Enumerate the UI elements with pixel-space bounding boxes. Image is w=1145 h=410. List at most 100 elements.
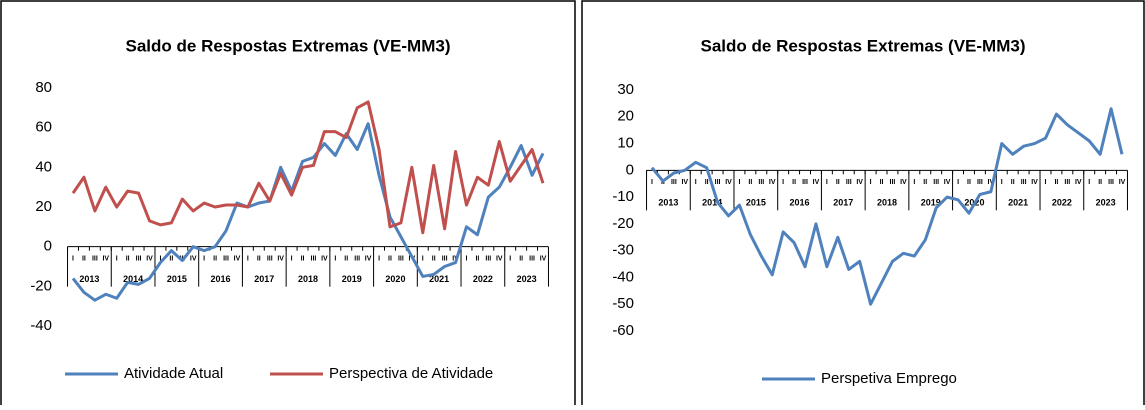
x-tick-label: III bbox=[802, 179, 808, 186]
x-tick-label: I bbox=[247, 256, 249, 263]
y-tick-label: -20 bbox=[30, 277, 52, 294]
x-tick-label: IV bbox=[234, 256, 241, 263]
y-tick-label: 30 bbox=[617, 81, 634, 98]
panel-border bbox=[0, 0, 576, 405]
x-tick-label: III bbox=[398, 256, 404, 263]
x-tick-label: IV bbox=[988, 179, 995, 186]
group-label: 2019 bbox=[921, 198, 941, 208]
x-tick-label: III bbox=[1021, 179, 1027, 186]
x-tick-label: IV bbox=[102, 256, 109, 263]
legend-label: Atividade Atual bbox=[124, 365, 223, 382]
x-tick-label: II bbox=[792, 179, 796, 186]
x-tick-label: III bbox=[1064, 179, 1070, 186]
x-tick-label: II bbox=[82, 256, 86, 263]
x-tick-label: IV bbox=[813, 179, 820, 186]
x-tick-label: I bbox=[203, 256, 205, 263]
x-tick-label: IV bbox=[540, 256, 547, 263]
x-tick-label: III bbox=[223, 256, 229, 263]
y-tick-label: 80 bbox=[35, 79, 52, 96]
group-label: 2013 bbox=[79, 274, 99, 284]
x-tick-label: I bbox=[116, 256, 118, 263]
group-label: 2018 bbox=[877, 198, 897, 208]
x-tick-label: IV bbox=[725, 179, 732, 186]
x-tick-label: I bbox=[826, 179, 828, 186]
x-tick-label: IV bbox=[496, 256, 503, 263]
x-tick-label: III bbox=[136, 256, 142, 263]
data-line bbox=[71, 100, 545, 235]
group-label: 2016 bbox=[211, 274, 231, 284]
x-tick-label: I bbox=[957, 179, 959, 186]
y-tick-label: -50 bbox=[612, 295, 634, 312]
group-label: 2016 bbox=[790, 198, 810, 208]
y-tick-label: 60 bbox=[35, 119, 52, 136]
chart-title: Saldo de Respostas Extremas (VE-MM3) bbox=[701, 36, 1026, 55]
x-tick-label: II bbox=[1054, 179, 1058, 186]
x-tick-label: I bbox=[378, 256, 380, 263]
y-tick-label: 20 bbox=[617, 108, 634, 125]
x-tick-label: III bbox=[267, 256, 273, 263]
y-tick-label: 10 bbox=[617, 135, 634, 152]
x-tick-label: IV bbox=[1031, 179, 1038, 186]
x-tick-label: II bbox=[213, 256, 217, 263]
x-tick-label: II bbox=[388, 256, 392, 263]
x-tick-label: III bbox=[354, 256, 360, 263]
legend-label: Perspectiva de Atividade bbox=[329, 365, 493, 382]
x-tick-label: IV bbox=[944, 179, 951, 186]
x-tick-label: I bbox=[159, 256, 161, 263]
y-tick-label: -40 bbox=[30, 317, 52, 334]
y-tick-label: 20 bbox=[35, 198, 52, 215]
x-tick-label: II bbox=[1098, 179, 1102, 186]
y-tick-label: 40 bbox=[35, 158, 52, 175]
x-tick-label: III bbox=[311, 256, 317, 263]
y-tick-label: 0 bbox=[44, 238, 52, 255]
x-tick-label: III bbox=[933, 179, 939, 186]
x-tick-label: II bbox=[1011, 179, 1015, 186]
x-tick-label: I bbox=[738, 179, 740, 186]
x-tick-label: I bbox=[695, 179, 697, 186]
x-tick-label: II bbox=[475, 256, 479, 263]
x-tick-label: IV bbox=[900, 179, 907, 186]
y-tick-label: -30 bbox=[612, 242, 634, 259]
x-tick-label: I bbox=[291, 256, 293, 263]
group-label: 2014 bbox=[702, 198, 722, 208]
x-tick-label: I bbox=[1001, 179, 1003, 186]
x-tick-label: I bbox=[334, 256, 336, 263]
group-label: 2022 bbox=[473, 274, 493, 284]
group-label: 2023 bbox=[1096, 198, 1116, 208]
chart-title: Saldo de Respostas Extremas (VE-MM3) bbox=[126, 36, 451, 55]
data-line bbox=[650, 107, 1124, 306]
x-tick-label: II bbox=[748, 179, 752, 186]
x-tick-label: I bbox=[1045, 179, 1047, 186]
x-tick-label: IV bbox=[1075, 179, 1082, 186]
group-label: 2017 bbox=[833, 198, 853, 208]
x-tick-label: II bbox=[344, 256, 348, 263]
x-tick-label: II bbox=[301, 256, 305, 263]
y-tick-label: -60 bbox=[612, 322, 634, 339]
group-label: 2015 bbox=[746, 198, 766, 208]
group-label: 2017 bbox=[254, 274, 274, 284]
x-tick-label: III bbox=[671, 179, 677, 186]
x-tick-label: IV bbox=[769, 179, 776, 186]
group-label: 2014 bbox=[123, 274, 143, 284]
x-tick-label: IV bbox=[321, 256, 328, 263]
x-tick-label: II bbox=[705, 179, 709, 186]
x-tick-label: III bbox=[890, 179, 896, 186]
x-tick-label: II bbox=[880, 179, 884, 186]
x-tick-label: IV bbox=[856, 179, 863, 186]
y-tick-label: 0 bbox=[626, 161, 634, 178]
x-tick-label: I bbox=[1088, 179, 1090, 186]
x-tick-label: II bbox=[432, 256, 436, 263]
group-label: 2023 bbox=[517, 274, 537, 284]
x-tick-label: II bbox=[257, 256, 261, 263]
x-tick-label: I bbox=[509, 256, 511, 263]
x-tick-label: I bbox=[466, 256, 468, 263]
group-label: 2015 bbox=[167, 274, 187, 284]
group-label: 2022 bbox=[1052, 198, 1072, 208]
x-tick-label: I bbox=[72, 256, 74, 263]
x-tick-label: III bbox=[715, 179, 721, 186]
x-tick-label: II bbox=[519, 256, 523, 263]
x-tick-label: II bbox=[836, 179, 840, 186]
y-tick-label: -40 bbox=[612, 268, 634, 285]
